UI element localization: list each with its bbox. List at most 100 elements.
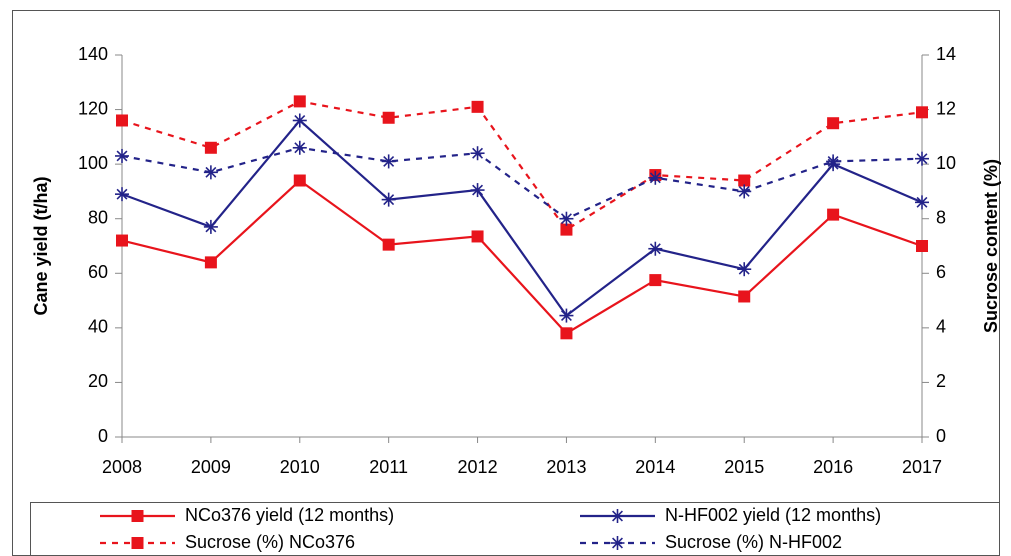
data-point [559,308,574,323]
legend-marker [610,536,625,550]
data-point [470,146,485,161]
y2-tick-label: 6 [936,262,946,282]
marker-stroke [205,166,217,178]
series-line [121,146,923,220]
marker-stroke [738,185,750,197]
legend-label: Sucrose (%) N-HF002 [665,532,842,552]
x-tick-label: 2015 [724,457,764,477]
legend-marker [610,509,625,523]
data-point [293,95,306,108]
data-point [293,174,306,187]
x-tick-label: 2013 [546,457,586,477]
marker-stroke [294,142,306,154]
data-point [738,174,751,187]
marker-stroke [383,194,395,206]
x-tick-label: 2012 [458,457,498,477]
data-point [115,148,129,163]
y2-tick-label: 10 [936,153,956,173]
data-point [115,187,129,202]
data-point [203,165,218,180]
series-line [121,100,923,232]
x-tick-label: 2016 [813,457,853,477]
legend-label: N-HF002 yield (12 months) [665,505,881,525]
marker-stroke [827,155,839,167]
data-point [916,240,928,252]
y-tick-label: 20 [88,371,108,391]
marker-stroke [560,213,572,225]
data-point [559,211,574,226]
y-tick-label: 100 [78,153,108,173]
data-point [560,223,573,236]
legend-marker [131,537,144,549]
y2-tick-label: 14 [936,44,956,64]
y-tick-label: 40 [88,317,108,337]
data-point [382,238,395,251]
data-point [471,100,484,113]
marker-stroke [116,188,128,200]
data-point [916,106,928,119]
data-point [470,183,485,198]
marker-stroke [560,310,572,322]
y-tick-label: 140 [78,44,108,64]
legend-label: Sucrose (%) NCo376 [185,532,355,552]
y2-tick-label: 8 [936,207,946,227]
data-point [915,151,929,166]
data-point [381,154,396,169]
x-tick-label: 2011 [369,457,408,477]
data-point [648,170,663,185]
marker-stroke [294,115,306,126]
y-tick-label: 0 [98,426,108,446]
data-point [737,262,752,277]
x-tick-label: 2010 [280,457,320,477]
data-point [649,274,662,287]
x-tick-label: 2009 [191,457,231,477]
data-point [292,113,307,128]
y-tick-label: 80 [88,207,108,227]
marker-stroke [916,196,928,208]
data-point [292,140,307,155]
data-point [204,141,217,154]
legend-marker [131,510,144,522]
data-point [827,117,840,130]
marker-stroke [116,150,128,162]
data-point [737,184,752,199]
series-line [121,118,923,318]
data-point [381,192,396,207]
y2-axis-title: Sucrose content (%) [981,159,1001,333]
data-point [915,195,929,210]
y-tick-label: 120 [78,98,108,118]
data-point [738,290,751,303]
marker-stroke [612,510,623,522]
marker-stroke [649,172,661,184]
data-point [648,241,663,256]
data-point [382,111,395,124]
data-point [116,234,128,247]
data-point [826,154,841,169]
marker-stroke [916,153,928,165]
y-axis-title: Cane yield (t/ha) [31,176,51,315]
marker-stroke [738,263,750,275]
marker-stroke [612,537,623,549]
legend-label: NCo376 yield (12 months) [185,505,394,525]
marker-stroke [472,184,484,196]
y2-tick-label: 12 [936,98,956,118]
x-tick-label: 2008 [102,457,142,477]
marker-stroke [383,155,395,167]
data-point [116,114,128,127]
marker-stroke [205,221,217,233]
x-tick-label: 2017 [902,457,942,477]
data-point [827,208,840,221]
marker-stroke [649,243,661,255]
y2-tick-label: 2 [936,371,946,391]
y2-tick-label: 4 [936,317,946,337]
data-point [203,219,218,234]
series-line [121,179,923,335]
marker-stroke [472,147,484,159]
data-point [560,327,573,340]
y-tick-label: 60 [88,262,108,282]
data-point [204,256,217,269]
data-point [471,230,484,243]
y2-tick-label: 0 [936,426,946,446]
x-tick-label: 2014 [635,457,675,477]
